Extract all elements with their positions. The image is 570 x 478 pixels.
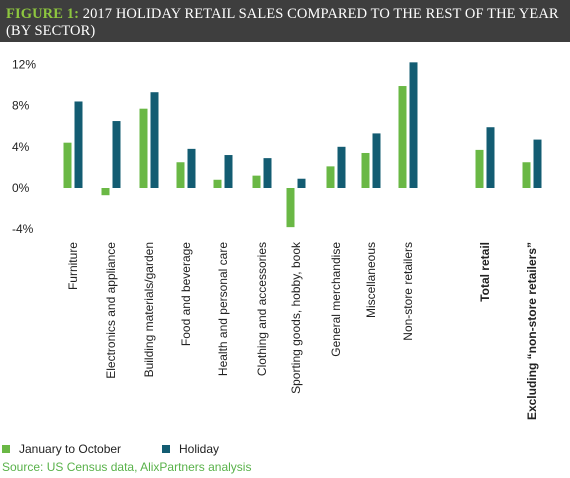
bar-holiday [486,127,495,188]
bar-jan-oct [286,188,295,228]
figure-label: FIGURE 1: [6,6,79,22]
bar-jan-oct [252,175,261,188]
x-tick-label: Miscellaneous [364,242,378,318]
bar-holiday [224,155,233,188]
bar-holiday [337,146,346,188]
y-tick-label: -4% [12,222,34,236]
x-tick-label: Electronics and appliance [104,242,118,379]
y-tick-label: 0% [12,181,30,195]
y-tick-label: 8% [12,99,30,113]
bar-jan-oct [522,162,531,188]
legend-swatch-jan-oct [2,445,10,453]
bar-jan-oct [139,108,148,188]
x-tick-label: Excluding “non-store retailers” [525,242,539,420]
bar-holiday [187,148,196,188]
y-tick-label: 4% [12,140,30,154]
x-tick-label: Furniture [66,242,80,290]
legend-item-jan-oct: January to October [2,442,121,456]
bar-holiday [74,101,83,188]
x-tick-label: Health and personal care [216,242,230,376]
bar-holiday [409,62,418,189]
bar-jan-oct [101,188,110,196]
bar-jan-oct [398,86,407,188]
bar-holiday [372,133,381,188]
bar-jan-oct [326,166,335,188]
bar-jan-oct [63,142,72,188]
bar-jan-oct [361,152,370,188]
x-tick-label: Clothing and accessories [255,242,269,376]
bar-holiday [112,121,121,188]
bar-chart: 12% 8% 4% 0% -4% Furniture Electronics and app… [12,57,542,420]
x-tick-label: Sporting goods, hobby, book [289,241,303,394]
bar-holiday [263,158,272,188]
x-tick-label: Total retail [478,242,492,302]
chart-title-text: 2017 HOLIDAY RETAIL SALES COMPARED TO TH… [82,6,559,22]
legend-label-jan-oct: January to October [19,442,122,456]
legend-item-holiday: Holiday [162,442,219,456]
x-tick-label: Food and beverage [179,242,193,346]
x-tick-label: Non-store retailers [401,242,415,341]
y-tick-label: 12% [12,57,36,71]
bar-holiday [533,139,542,188]
bar-holiday [297,178,306,188]
bar-jan-oct [176,162,185,188]
bar-jan-oct [475,149,484,188]
source-note: Source: US Census data, AlixPartners ana… [2,460,252,474]
bar-jan-oct [213,179,222,188]
title-bar: FIGURE 1: 2017 HOLIDAY RETAIL SALES COMP… [0,0,570,42]
chart-title-line-2: (BY SECTOR) [6,23,96,39]
x-tick-label: Building materials/garden [142,242,156,377]
chart-title-line-1: FIGURE 1: 2017 HOLIDAY RETAIL SALES COMP… [6,6,559,23]
legend-label-holiday: Holiday [179,442,220,456]
legend-swatch-holiday [162,445,170,453]
bar-holiday [150,92,159,188]
x-tick-label: General merchandise [329,242,343,357]
